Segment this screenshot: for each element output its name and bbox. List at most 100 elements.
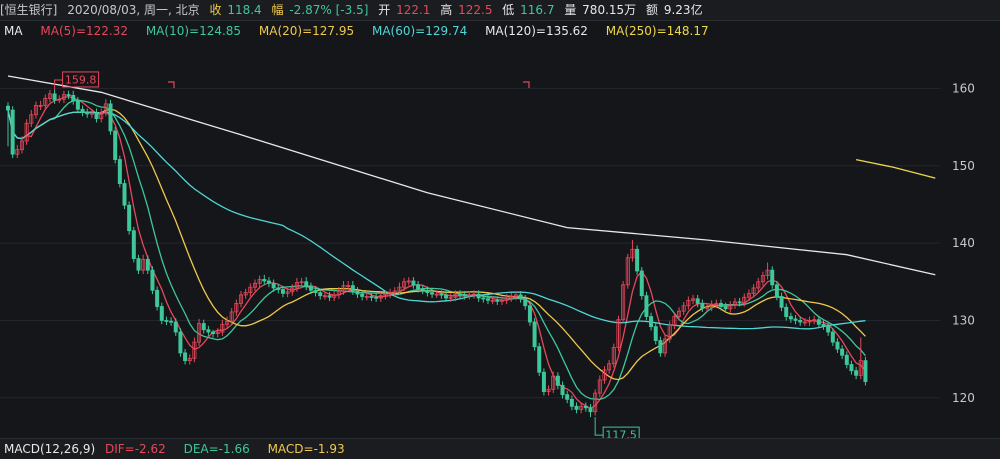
candle xyxy=(155,286,160,311)
candle xyxy=(43,94,48,110)
candle xyxy=(402,277,407,292)
candle xyxy=(225,316,230,329)
candle xyxy=(350,280,355,295)
candle xyxy=(565,390,570,404)
candle xyxy=(271,279,276,292)
extreme-annotation: 159.8 xyxy=(54,71,100,90)
candle xyxy=(215,328,220,338)
candle xyxy=(774,280,779,301)
candle xyxy=(695,294,700,308)
candle xyxy=(308,282,313,295)
candle xyxy=(75,96,80,114)
candle xyxy=(52,89,57,104)
candle xyxy=(639,267,644,300)
candle xyxy=(765,262,770,280)
candle xyxy=(607,359,612,374)
candle xyxy=(6,102,11,147)
annotations: 159.8 117.5 xyxy=(54,71,640,438)
candle xyxy=(252,279,257,292)
candle xyxy=(360,290,365,301)
candle xyxy=(700,299,705,312)
stock-name[interactable]: [恒生银行] xyxy=(0,3,58,17)
candle xyxy=(178,328,183,357)
candle xyxy=(290,284,295,296)
candle xyxy=(332,291,337,302)
candle xyxy=(448,293,453,302)
candle xyxy=(481,294,486,303)
candle xyxy=(541,368,546,396)
candle xyxy=(299,277,304,287)
candle xyxy=(863,356,868,386)
candle xyxy=(444,291,449,302)
candle xyxy=(663,335,668,357)
candle xyxy=(108,100,113,135)
candle xyxy=(234,299,239,316)
candle xyxy=(844,351,849,369)
candle xyxy=(201,319,206,334)
candle xyxy=(760,271,765,286)
extreme-value-label: 159.8 xyxy=(65,73,97,86)
candle xyxy=(420,284,425,295)
quote-date: 2020/08/03, 周一, 北京 xyxy=(67,3,200,17)
macd-title[interactable]: MACD(12,26,9) xyxy=(4,442,96,456)
candle xyxy=(346,280,351,290)
grid-lines xyxy=(0,87,940,399)
candle xyxy=(495,296,500,305)
candle xyxy=(220,319,225,336)
candle xyxy=(737,298,742,307)
candle xyxy=(103,99,108,117)
candle xyxy=(826,321,831,336)
candle xyxy=(756,277,761,292)
candle xyxy=(453,290,458,302)
candle xyxy=(518,291,523,303)
candle xyxy=(513,291,518,301)
candle xyxy=(537,342,542,377)
candle xyxy=(229,308,234,326)
price-axis: 120 130 140 150 160 xyxy=(952,81,975,404)
open-value: 122.1 xyxy=(396,3,431,17)
volume-value: 780.15万 xyxy=(582,3,637,17)
macd-value: MACD=-1.93 xyxy=(267,442,345,456)
candle xyxy=(313,286,318,297)
candle xyxy=(849,360,854,375)
candle xyxy=(574,402,579,414)
candle xyxy=(127,201,132,235)
candle xyxy=(388,288,393,299)
candle xyxy=(318,288,323,300)
ma-title[interactable]: MA xyxy=(4,24,23,38)
candle xyxy=(33,101,38,119)
candle xyxy=(304,277,309,291)
period-marker xyxy=(523,81,530,88)
candle xyxy=(485,294,490,305)
candle xyxy=(504,294,509,305)
candle xyxy=(732,298,737,309)
ma-line-ma10 xyxy=(7,99,866,401)
high-value: 122.5 xyxy=(458,3,493,17)
candle xyxy=(658,336,663,357)
candle xyxy=(183,349,188,365)
candle xyxy=(117,155,122,188)
candle xyxy=(248,283,253,297)
candle xyxy=(611,343,616,368)
candle xyxy=(532,318,537,351)
candle xyxy=(159,302,164,325)
y-tick-label: 160 xyxy=(952,81,975,95)
candle xyxy=(621,280,626,324)
candle xyxy=(173,318,178,336)
volume-label: 量 xyxy=(564,3,577,17)
ma120-value: MA(120)=135.62 xyxy=(485,24,588,38)
candle xyxy=(285,287,290,298)
candlestick-chart[interactable]: 120 130 140 150 160 159.8 117.5 xyxy=(0,42,1000,438)
candle xyxy=(94,108,99,123)
ma-line-ma20 xyxy=(7,108,866,381)
candle xyxy=(374,293,379,302)
candle xyxy=(276,284,281,294)
period-marker xyxy=(168,81,175,88)
candle xyxy=(243,288,248,299)
candle xyxy=(99,108,104,123)
candle xyxy=(858,337,863,380)
candle xyxy=(602,366,607,384)
candle xyxy=(798,316,803,326)
candle xyxy=(625,253,630,289)
close-label: 收 xyxy=(209,3,222,17)
